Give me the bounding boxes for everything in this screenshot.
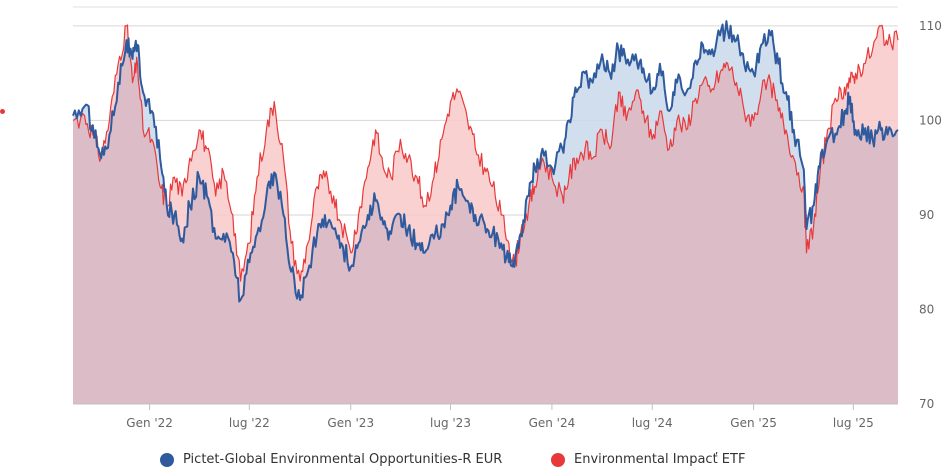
x-tick-label: Gen '22 bbox=[126, 416, 173, 430]
y-tick-label: 110 bbox=[919, 19, 942, 33]
legend-dot-icon bbox=[551, 452, 565, 467]
legend-label: Pictet-Global Environmental Opportunitie… bbox=[183, 452, 503, 467]
x-tick-label: lug '24 bbox=[632, 416, 673, 430]
y-tick-label: 90 bbox=[919, 208, 934, 222]
legend-dot-icon bbox=[160, 452, 174, 467]
x-tick-label: lug '22 bbox=[229, 416, 270, 430]
x-tick-label: lug '25 bbox=[833, 416, 874, 430]
legend-item-fund[interactable]: Pictet-Global Environmental Opportunitie… bbox=[160, 452, 502, 467]
y-tick-label: 70 bbox=[919, 397, 934, 411]
overlap-area bbox=[73, 40, 898, 404]
x-tick-label: Gen '23 bbox=[327, 416, 374, 430]
legend-item-etf[interactable]: Environmental Impacť ETF bbox=[551, 452, 745, 467]
y-tick-label: 80 bbox=[919, 302, 934, 316]
line-layer bbox=[72, 20, 899, 303]
x-tick-label: Gen '24 bbox=[529, 416, 576, 430]
legend-label: Environmental Impacť ETF bbox=[574, 452, 746, 467]
y-tick-label: 100 bbox=[919, 113, 942, 127]
x-tick-label: lug '23 bbox=[430, 416, 471, 430]
legend: Pictet-Global Environmental Opportunitie… bbox=[0, 452, 948, 472]
red-marker-dot bbox=[0, 109, 5, 114]
axis-layer: Gen '22 lug '22 Gen '23 lug '23 Gen '24 lug '… bbox=[73, 19, 942, 430]
area-layer bbox=[73, 21, 898, 404]
x-tick-label: Gen '25 bbox=[730, 416, 777, 430]
